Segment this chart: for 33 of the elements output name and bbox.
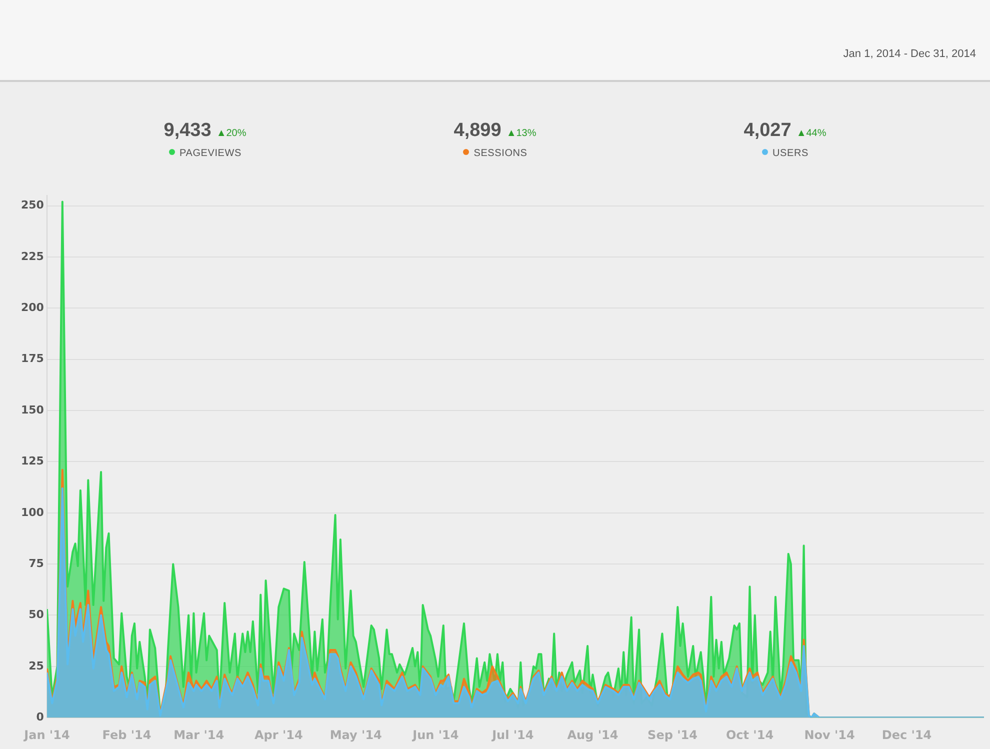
y-tick-label: 0 [36,710,44,724]
x-tick-label: May '14 [330,728,382,742]
text: 4,899 [454,120,502,141]
y-tick-label: 75 [28,556,44,570]
legend-label: SESSIONS [472,148,528,159]
x-tick-label: Apr '14 [254,728,303,742]
x-tick-label: Aug '14 [567,728,618,742]
legend-label: USERS [772,148,810,159]
legend-label: PAGEVIEWS [178,148,242,159]
x-tick-label: Jul '14 [491,728,534,742]
x-tick-label: Mar '14 [174,728,224,742]
y-tick-label: 125 [20,454,44,468]
text: ▲44% [796,128,826,139]
x-tick-label: Sep '14 [648,728,698,742]
y-tick-label: 25 [28,659,44,672]
y-tick-label: 250 [20,198,44,212]
y-tick-label: 175 [20,352,44,366]
chart-subtitle: Jan 1, 2014 - Dec 31, 2014 [843,48,976,60]
x-tick-label: Jun '14 [412,728,459,742]
text: 9,433 [164,120,212,141]
x-tick-label: Jan '14 [23,728,70,742]
x-tick-label: Nov '14 [804,728,855,742]
y-tick-label: 225 [20,250,44,263]
y-tick-label: 50 [28,608,44,622]
text: 4,027 [744,120,792,141]
x-tick-label: Feb '14 [102,728,152,742]
y-tick-label: 200 [20,301,44,314]
y-tick-label: 100 [20,506,44,519]
x-tick-label: Dec '14 [882,728,932,742]
x-tick-label: Oct '14 [726,728,774,742]
text: ▲13% [506,128,536,139]
y-tick-label: 150 [20,403,44,416]
text: ▲20% [216,128,246,139]
